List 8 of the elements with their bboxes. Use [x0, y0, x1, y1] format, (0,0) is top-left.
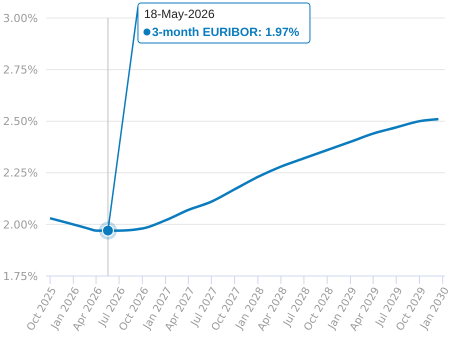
y-tick-label: 2.75%: [3, 64, 38, 77]
y-tick-label: 1.75%: [3, 270, 38, 283]
annotation: 3-month EURIBOR: 1.97%: [152, 25, 300, 39]
y-tick-label: 2.00%: [3, 218, 38, 232]
annotation: 18-May-2026: [144, 7, 215, 21]
y-tick-label: 2.50%: [3, 115, 38, 128]
y-tick-label: 2.25%: [3, 166, 38, 180]
y-tick-label: 3.00%: [3, 12, 38, 25]
